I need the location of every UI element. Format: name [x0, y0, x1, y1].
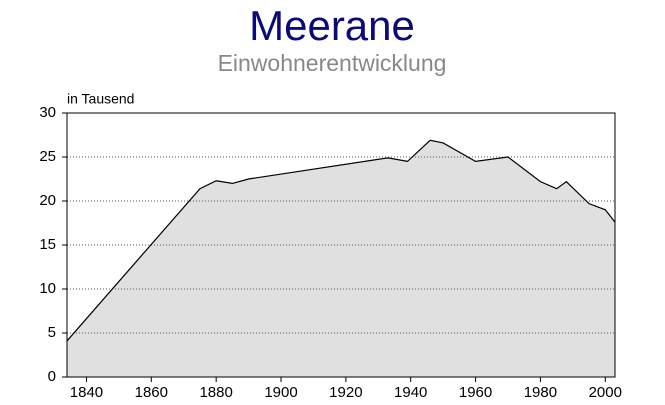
x-tick-label: 1900 — [264, 384, 297, 401]
plot-frame — [66, 112, 616, 378]
x-tick-label: 1980 — [524, 384, 557, 401]
y-tick-label: 30 — [39, 104, 56, 121]
y-tick-label: 15 — [39, 236, 56, 253]
x-tick-label: 1860 — [135, 384, 168, 401]
y-axis-label: in Tausend — [67, 91, 134, 107]
y-tick-label: 0 — [48, 368, 56, 385]
x-tick-label: 1920 — [329, 384, 362, 401]
x-tick-label: 1880 — [199, 384, 232, 401]
x-tick-label: 2000 — [589, 384, 622, 401]
y-tick-label: 20 — [39, 192, 56, 209]
area — [67, 140, 615, 377]
area-line — [66, 139, 616, 342]
y-tick-label: 25 — [39, 148, 56, 165]
x-tick-label: 1940 — [394, 384, 427, 401]
chart-title: Meerane — [249, 2, 415, 49]
y-tick-label: 5 — [48, 324, 56, 341]
y-tick-label: 10 — [39, 280, 56, 297]
x-tick-label: 1840 — [70, 384, 103, 401]
x-tick-label: 1960 — [459, 384, 492, 401]
chart-subtitle: Einwohnerentwicklung — [218, 50, 447, 76]
